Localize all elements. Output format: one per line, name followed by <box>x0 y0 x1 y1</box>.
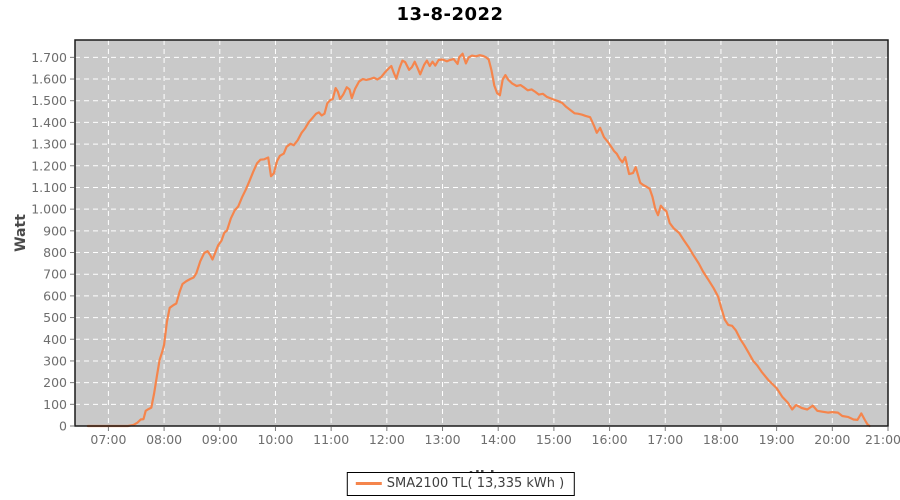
y-tick-label: 1.700 <box>31 50 67 65</box>
y-tick-label: 0 <box>59 419 67 434</box>
y-tick-label: 1.600 <box>31 72 67 87</box>
y-tick-label: 1.400 <box>31 115 67 130</box>
x-tick-label: 17:00 <box>647 432 683 447</box>
y-tick-label: 1.200 <box>31 158 67 173</box>
y-tick-label: 900 <box>43 223 67 238</box>
legend: SMA2100 TL( 13,335 kWh ) <box>346 472 576 496</box>
y-tick-label: 1.100 <box>31 180 67 195</box>
y-tick-label: 1.500 <box>31 93 67 108</box>
y-tick-label: 1.000 <box>31 202 67 217</box>
x-tick-label: 20:00 <box>814 432 850 447</box>
y-tick-label: 300 <box>43 353 67 368</box>
legend-line-swatch <box>355 482 382 485</box>
y-tick-label: 500 <box>43 310 67 325</box>
legend-label: SMA2100 TL( 13,335 kWh ) <box>386 476 565 491</box>
power-series-line <box>86 52 871 428</box>
x-tick-label: 14:00 <box>480 432 516 447</box>
x-tick-label: 10:00 <box>257 432 293 447</box>
x-tick-label: 08:00 <box>146 432 182 447</box>
y-tick-label: 600 <box>43 288 67 303</box>
y-tick-label: 100 <box>43 397 67 412</box>
y-tick-label: 700 <box>43 267 67 282</box>
x-tick-label: 09:00 <box>202 432 238 447</box>
y-tick-label: 1.300 <box>31 137 67 152</box>
x-tick-label: 11:00 <box>313 432 349 447</box>
y-tick-label: 200 <box>43 375 67 390</box>
x-tick-label: 16:00 <box>592 432 628 447</box>
y-tick-label: 800 <box>43 245 67 260</box>
x-tick-label: 07:00 <box>90 432 126 447</box>
x-tick-label: 21:00 <box>865 432 900 447</box>
plot-background <box>75 40 888 426</box>
x-tick-label: 12:00 <box>369 432 405 447</box>
x-tick-label: 19:00 <box>759 432 795 447</box>
plot-border <box>74 39 889 427</box>
x-tick-label: 15:00 <box>536 432 572 447</box>
x-tick-label: 18:00 <box>703 432 739 447</box>
chart-title: 13-8-2022 <box>396 4 504 25</box>
y-tick-label: 400 <box>43 332 67 347</box>
x-tick-label: 13:00 <box>425 432 461 447</box>
